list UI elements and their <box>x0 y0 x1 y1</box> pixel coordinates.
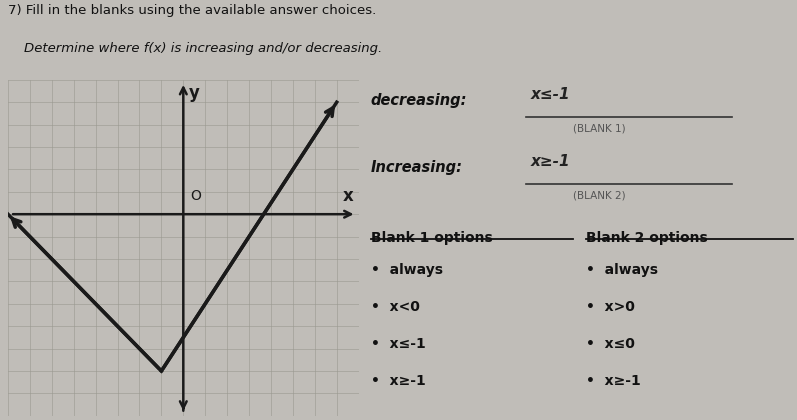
Text: x≤-1: x≤-1 <box>530 87 570 102</box>
Text: Blank 2 options: Blank 2 options <box>586 231 708 245</box>
Text: decreasing:: decreasing: <box>371 93 467 108</box>
Text: (BLANK 2): (BLANK 2) <box>573 191 626 201</box>
Text: x: x <box>343 187 353 205</box>
Text: Determine where f(x) is increasing and/or decreasing.: Determine where f(x) is increasing and/o… <box>24 42 382 55</box>
Text: •  x≥-1: • x≥-1 <box>586 374 641 388</box>
Text: •  always: • always <box>371 263 443 277</box>
Text: •  x>0: • x>0 <box>586 300 635 314</box>
Text: x≥-1: x≥-1 <box>530 154 570 169</box>
Text: •  always: • always <box>586 263 658 277</box>
Text: 7) Fill in the blanks using the available answer choices.: 7) Fill in the blanks using the availabl… <box>8 4 376 17</box>
Text: O: O <box>190 189 201 203</box>
Text: •  x≥-1: • x≥-1 <box>371 374 426 388</box>
Text: y: y <box>189 84 200 102</box>
Text: •  x≤-1: • x≤-1 <box>371 337 426 351</box>
Text: •  x≤0: • x≤0 <box>586 337 635 351</box>
Text: Blank 1 options: Blank 1 options <box>371 231 493 245</box>
Text: Increasing:: Increasing: <box>371 160 463 176</box>
Text: •  x<0: • x<0 <box>371 300 420 314</box>
Text: (BLANK 1): (BLANK 1) <box>573 123 626 134</box>
